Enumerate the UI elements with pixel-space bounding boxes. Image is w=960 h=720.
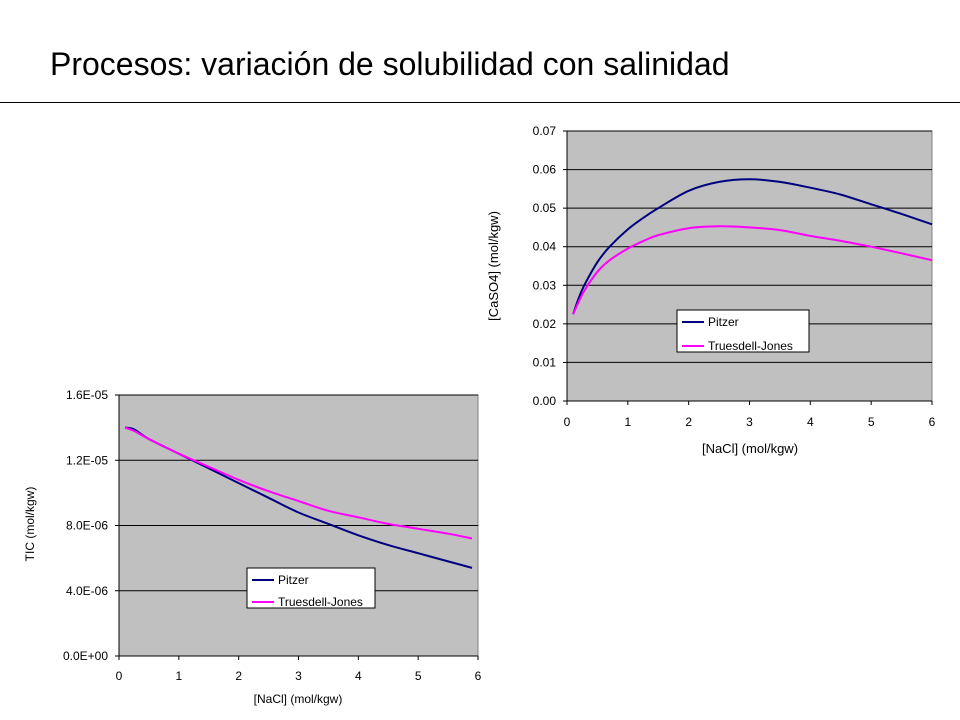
plot-background bbox=[566, 130, 933, 402]
x-tick-label: 6 bbox=[475, 669, 482, 683]
series-line-truesdell-jones bbox=[572, 225, 933, 315]
series-line-pitzer bbox=[572, 178, 933, 315]
x-tick-label: 1 bbox=[624, 415, 631, 429]
slide-title: Procesos: variación de solubilidad con s… bbox=[50, 46, 730, 82]
y-tick-label: 0.0E+00 bbox=[63, 649, 108, 663]
y-tick-label: 0.06 bbox=[533, 163, 557, 177]
legend-label: Pitzer bbox=[708, 315, 739, 329]
x-tick-label: 1 bbox=[175, 669, 182, 683]
x-tick-label: 2 bbox=[235, 669, 242, 683]
plot-area-group: 0.00 0.01 0.02 0.03 0.04 0.05 0.06 0.07 0 1 2 3 4 5 6 bbox=[533, 124, 936, 429]
legend-label: Pitzer bbox=[278, 573, 309, 587]
y-tick-label: 0.04 bbox=[533, 240, 557, 254]
x-tick-label: 3 bbox=[295, 669, 302, 683]
x-tick-label: 5 bbox=[415, 669, 422, 683]
x-tick-label: 4 bbox=[355, 669, 362, 683]
plot-area-group: 0.0E+00 4.0E-06 8.0E-06 1.2E-05 1.6E-05 0 1 2 3 4… bbox=[63, 388, 482, 683]
x-tick-label: 0 bbox=[116, 669, 123, 683]
y-tick-label: 8.0E-06 bbox=[66, 519, 108, 533]
y-axis-title: TIC (mol/kgw) bbox=[23, 487, 37, 562]
legend-label: Truesdell-Jones bbox=[708, 339, 793, 353]
y-tick-label: 0.00 bbox=[533, 394, 557, 408]
y-tick-label: 0.01 bbox=[533, 355, 557, 369]
x-axis-title: [NaCl] (mol/kgw) bbox=[702, 441, 798, 456]
x-tick-label: 0 bbox=[564, 415, 571, 429]
x-tick-label: 4 bbox=[807, 415, 814, 429]
x-tick-label: 6 bbox=[929, 415, 936, 429]
x-axis-title: [NaCl] (mol/kgw) bbox=[254, 692, 343, 706]
x-tick-label: 2 bbox=[685, 415, 692, 429]
y-tick-label: 0.07 bbox=[533, 124, 557, 138]
y-tick-label: 4.0E-06 bbox=[66, 584, 108, 598]
x-tick-label: 5 bbox=[868, 415, 875, 429]
y-tick-label: 0.05 bbox=[533, 201, 557, 215]
y-axis-title: [CaSO4] (mol/kgw) bbox=[486, 211, 501, 321]
title-divider bbox=[0, 102, 960, 103]
series-line-truesdell-jones bbox=[124, 426, 473, 540]
y-tick-label: 0.02 bbox=[533, 317, 557, 331]
x-tick-label: 3 bbox=[746, 415, 753, 429]
y-tick-label: 0.03 bbox=[533, 278, 557, 292]
legend-label: Truesdell-Jones bbox=[278, 595, 363, 609]
y-tick-label: 1.6E-05 bbox=[66, 388, 108, 402]
legend: Pitzer Truesdell-Jones bbox=[676, 309, 810, 353]
y-tick-label: 1.2E-05 bbox=[66, 453, 108, 467]
legend: Pitzer Truesdell-Jones bbox=[246, 567, 376, 609]
